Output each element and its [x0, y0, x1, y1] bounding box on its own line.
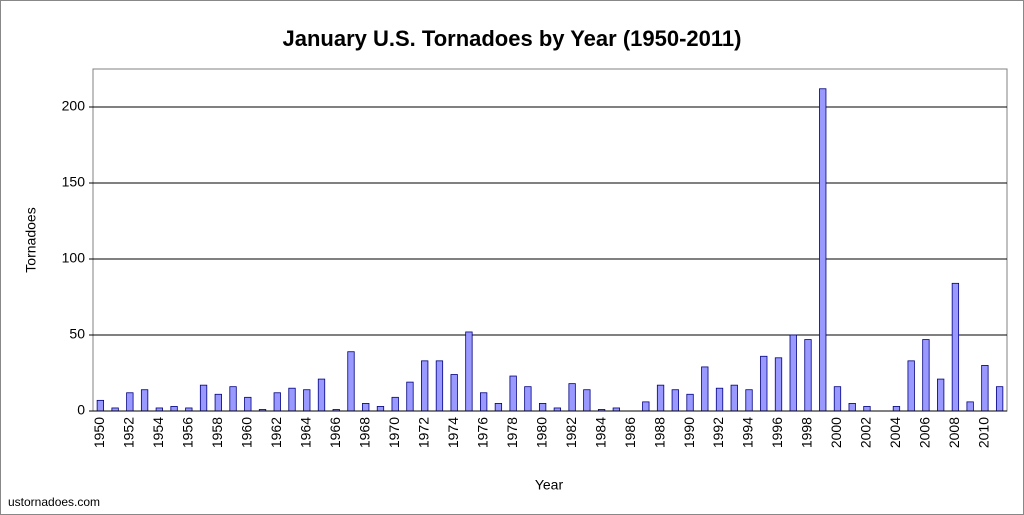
x-tick-label: 1998: [799, 417, 815, 448]
x-tick-label: 2006: [917, 417, 933, 448]
bar: [774, 357, 783, 412]
x-tick-label: 1988: [651, 417, 667, 448]
bar: [745, 389, 753, 412]
bar: [406, 381, 414, 412]
y-tick-label: 150: [62, 174, 86, 190]
y-axis-label: Tornadoes: [23, 207, 39, 272]
bar: [244, 396, 252, 412]
plot-area: [92, 68, 1008, 412]
x-tick-label: 1994: [740, 417, 756, 448]
bar: [686, 393, 694, 412]
x-axis-label: Year: [535, 477, 564, 493]
bar: [789, 334, 797, 412]
bar: [214, 393, 222, 412]
x-tick-label: 1992: [710, 417, 726, 448]
bar: [995, 386, 1004, 412]
x-tick-label: 1974: [445, 417, 461, 448]
source: ustornadoes.com: [8, 495, 100, 509]
bar: [524, 386, 532, 412]
bar: [465, 331, 473, 412]
bar: [819, 88, 827, 412]
bar: [568, 383, 576, 412]
x-tick-label: 1984: [592, 417, 608, 448]
bar: [435, 360, 444, 412]
bar: [199, 384, 208, 412]
bar: [892, 406, 901, 412]
bar: [760, 355, 768, 412]
y-tick-label: 0: [77, 402, 85, 418]
bar: [966, 401, 974, 412]
x-tick-label: 2008: [946, 417, 962, 448]
x-tick-label: 2002: [858, 417, 874, 448]
x-tick-label: 1960: [238, 417, 254, 448]
bar: [229, 386, 237, 412]
bar: [937, 378, 945, 412]
y-tick-label: 200: [62, 98, 86, 114]
bar: [804, 339, 812, 412]
x-tick-label: 1982: [563, 417, 579, 448]
x-tick-label: 1972: [415, 417, 431, 448]
bar: [288, 387, 296, 412]
bar: [701, 366, 709, 412]
bar: [509, 375, 517, 412]
bar: [907, 360, 915, 412]
x-tick-label: 2000: [828, 417, 844, 448]
bar: [833, 386, 842, 412]
x-tick-label: 1954: [150, 417, 166, 448]
bar: [376, 406, 385, 412]
bar: [347, 351, 355, 412]
x-tick-label: 1978: [504, 417, 520, 448]
bar: [170, 406, 178, 412]
bar: [922, 339, 930, 412]
bar: [951, 282, 960, 412]
bar: [642, 401, 650, 412]
bar: [140, 389, 149, 412]
x-tick-label: 2010: [976, 417, 992, 448]
bar: [362, 402, 370, 412]
x-tick-label: 1986: [622, 417, 638, 448]
x-tick-label: 1970: [386, 417, 402, 448]
bar: [450, 374, 458, 412]
y-tick-label: 50: [69, 326, 85, 342]
x-tick-label: 2004: [887, 417, 903, 448]
x-tick-label: 1980: [533, 417, 549, 448]
x-tick-label: 1964: [297, 417, 313, 448]
x-tick-label: 1962: [268, 417, 284, 448]
y-tick-label: 100: [62, 250, 86, 266]
x-tick-label: 1976: [474, 417, 490, 448]
bar: [317, 378, 326, 412]
bar: [863, 406, 871, 412]
x-tick-label: 1968: [356, 417, 372, 448]
bar: [96, 399, 105, 412]
chart-title: January U.S. Tornadoes by Year (1950-201…: [283, 26, 742, 51]
bar: [656, 384, 665, 412]
bar: [730, 384, 738, 412]
bar: [538, 402, 547, 412]
bar: [848, 402, 856, 412]
bar: [981, 364, 989, 412]
bar: [303, 389, 311, 412]
x-tick-label: 1996: [769, 417, 785, 448]
x-tick-label: 1966: [327, 417, 343, 448]
bar: [480, 392, 488, 412]
x-tick-label: 1956: [180, 417, 196, 448]
bar: [671, 389, 679, 412]
x-tick-label: 1952: [121, 417, 137, 448]
bar: [421, 360, 429, 412]
bar: [715, 387, 724, 412]
bar: [494, 402, 503, 412]
x-tick-label: 1958: [209, 417, 225, 448]
bar: [126, 392, 134, 412]
bar: [583, 389, 591, 412]
bar: [273, 392, 281, 412]
x-tick-label: 1950: [91, 417, 107, 448]
bar: [391, 396, 399, 412]
x-tick-label: 1990: [681, 417, 697, 448]
